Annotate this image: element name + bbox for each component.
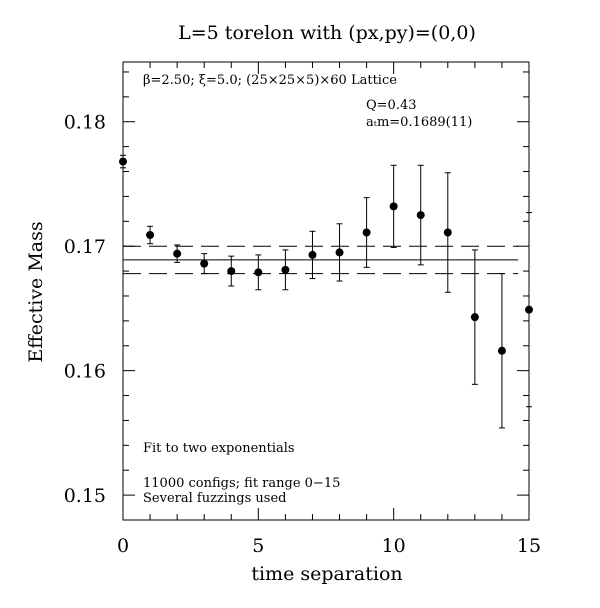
y-axis-label: Effective Mass — [25, 221, 47, 362]
data-point — [497, 346, 506, 355]
data-point — [335, 248, 344, 257]
data-point — [470, 313, 479, 322]
y-tick-label: 0.15 — [64, 485, 106, 507]
annotation-q: Q=0.43 — [366, 98, 417, 113]
data-point — [227, 267, 236, 276]
x-tick-label: 5 — [252, 535, 264, 557]
data-point — [119, 157, 127, 166]
data-point — [525, 305, 533, 314]
data-point — [146, 230, 155, 239]
data-point — [281, 265, 290, 274]
data-series — [119, 154, 533, 429]
x-tick-label: 10 — [382, 535, 406, 557]
fit-band — [123, 245, 519, 275]
data-point — [416, 211, 425, 220]
data-point — [173, 249, 182, 258]
annotation-fit-type: Fit to two exponentials — [143, 441, 295, 456]
annotation-lattice: β=2.50; ξ=5.0; (25×25×5)×60 Lattice — [143, 73, 397, 88]
data-point — [389, 202, 398, 211]
y-tick-label: 0.18 — [64, 112, 106, 134]
axis-ticks — [122, 62, 530, 521]
data-point — [308, 250, 317, 259]
y-tick-label: 0.16 — [64, 361, 106, 383]
x-axis-label: time separation — [251, 563, 402, 585]
annotation-fit-mass: aₜm=0.1689(11) — [366, 115, 472, 130]
y-tick-label: 0.17 — [64, 236, 106, 258]
axis-tick-labels: 0 5 10 15 0.15 0.16 0.17 0.18 — [64, 112, 541, 557]
x-tick-label: 15 — [517, 535, 541, 557]
data-point — [200, 259, 209, 268]
data-point — [443, 228, 452, 237]
data-point — [362, 228, 371, 237]
data-point — [254, 268, 263, 277]
annotation-fuzzings: Several fuzzings used — [143, 491, 287, 506]
annotation-configs: 11000 configs; fit range 0−15 — [143, 476, 340, 491]
x-tick-label: 0 — [117, 535, 129, 557]
chart-title: L=5 torelon with (px,py)=(0,0) — [178, 22, 476, 44]
